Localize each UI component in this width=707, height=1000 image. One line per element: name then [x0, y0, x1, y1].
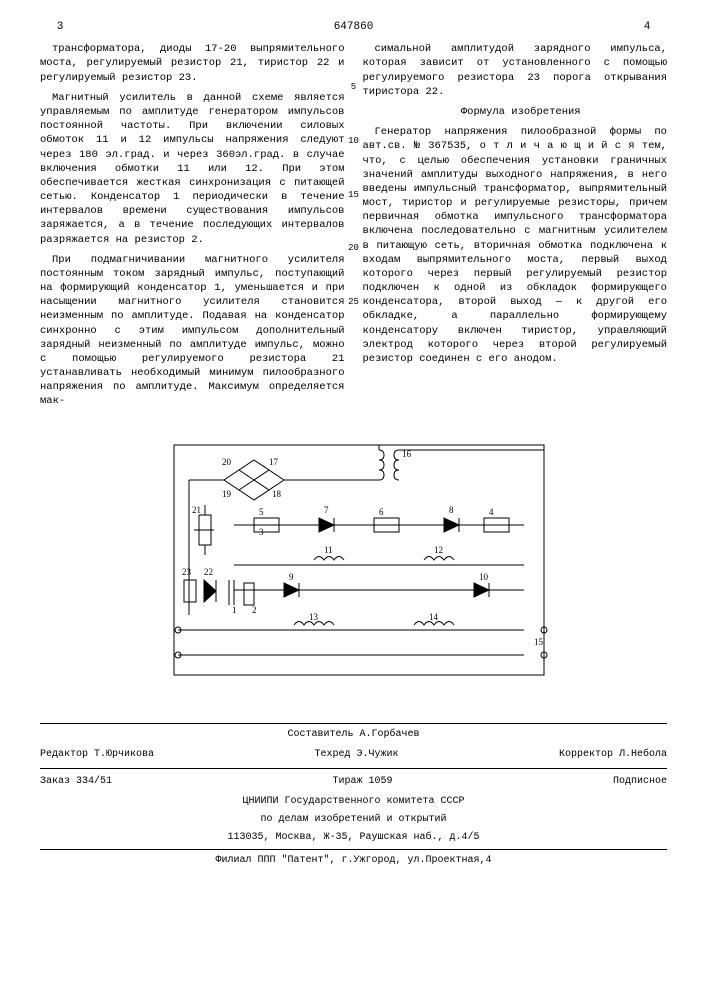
techred: Техред Э.Чужик: [314, 748, 398, 762]
svg-text:15: 15: [534, 637, 544, 647]
para: Магнитный усилитель в данной схеме являе…: [40, 91, 345, 247]
svg-text:8: 8: [449, 505, 454, 515]
addr1: 113035, Москва, Ж-35, Раушская наб., д.4…: [40, 831, 667, 845]
svg-text:13: 13: [309, 612, 319, 622]
svg-text:9: 9: [289, 572, 294, 582]
page-number-right: 4: [627, 20, 667, 34]
svg-text:2: 2: [252, 605, 257, 615]
line-number-gutter: 5 10 15 20 25: [346, 82, 362, 350]
svg-text:14: 14: [429, 612, 439, 622]
page-number-left: 3: [40, 20, 80, 34]
formula-title: Формула изобретения: [363, 105, 668, 119]
svg-text:12: 12: [434, 545, 443, 555]
svg-text:7: 7: [324, 505, 329, 515]
left-column: трансформатора, диоды 17-20 выпрямительн…: [40, 42, 345, 414]
line-num: 10: [346, 136, 362, 148]
line-num: 25: [346, 297, 362, 309]
circuit-svg: 1 2 4 5 6 7 8 9 10 11 12 13 14 15 16 17 …: [144, 435, 564, 695]
para: Генератор напряжения пилообразной формы …: [363, 125, 668, 366]
line-num: 20: [346, 243, 362, 255]
order: Заказ 334/51: [40, 775, 112, 789]
patent-page: 3 647860 4 трансформатора, диоды 17-20 в…: [0, 0, 707, 1000]
svg-text:1: 1: [232, 605, 237, 615]
svg-text:10: 10: [479, 572, 489, 582]
compiler: Составитель А.Горбачев: [40, 728, 667, 742]
header: 3 647860 4: [40, 20, 667, 34]
para: При подмагничивании магнитного усилителя…: [40, 253, 345, 409]
svg-text:21: 21: [192, 505, 201, 515]
svg-text:5: 5: [259, 507, 264, 517]
circuit-diagram: 1 2 4 5 6 7 8 9 10 11 12 13 14 15 16 17 …: [144, 435, 564, 695]
svg-text:23: 23: [182, 567, 192, 577]
patent-number: 647860: [80, 20, 627, 34]
svg-text:19: 19: [222, 489, 232, 499]
tirazh: Тираж 1059: [332, 775, 392, 789]
org2: по делам изобретений и открытий: [40, 813, 667, 827]
line-num: 15: [346, 190, 362, 202]
corrector: Корректор Л.Небола: [559, 748, 667, 762]
svg-text:18: 18: [272, 489, 282, 499]
para: симальной амплитудой зарядного импульса,…: [363, 42, 668, 99]
para: трансформатора, диоды 17-20 выпрямительн…: [40, 42, 345, 85]
podpisnoe: Подписное: [613, 775, 667, 789]
branch: Филиал ППП "Патент", г.Ужгород, ул.Проек…: [40, 854, 667, 868]
svg-text:11: 11: [324, 545, 333, 555]
svg-text:20: 20: [222, 457, 232, 467]
line-num: 5: [346, 82, 362, 94]
footer: Составитель А.Горбачев Редактор Т.Юрчико…: [40, 723, 667, 868]
editor: Редактор Т.Юрчикова: [40, 748, 154, 762]
svg-text:22: 22: [204, 567, 213, 577]
org1: ЦНИИПИ Государственного комитета СССР: [40, 795, 667, 809]
svg-text:6: 6: [379, 507, 384, 517]
svg-text:17: 17: [269, 457, 279, 467]
right-column: симальной амплитудой зарядного импульса,…: [363, 42, 668, 414]
svg-text:3: 3: [259, 527, 264, 537]
svg-text:16: 16: [402, 449, 412, 459]
svg-text:4: 4: [489, 507, 494, 517]
